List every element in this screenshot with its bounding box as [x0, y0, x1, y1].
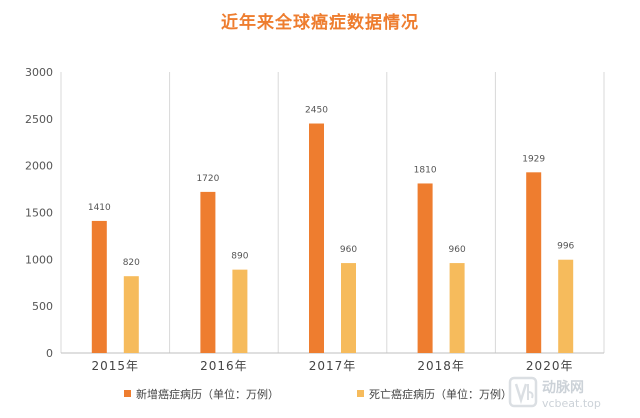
data-label: 960 [340, 245, 357, 255]
legend-label: 死亡癌症病历（单位：万例） [369, 387, 512, 401]
data-label: 820 [123, 258, 140, 268]
x-axis: 2015年 2016年 2017年 2018年 2020年 [61, 352, 604, 373]
y-axis: 0 500 1000 1500 2000 2500 3000 [25, 66, 53, 360]
watermark-url: vcbeat.top [542, 397, 601, 410]
data-label: 996 [557, 242, 574, 252]
bar-deaths [341, 263, 356, 353]
bar-new-cases [309, 123, 324, 354]
bar-new-cases [200, 191, 216, 353]
data-label: 1410 [88, 203, 111, 213]
data-label: 890 [231, 252, 248, 262]
legend-swatch [357, 390, 364, 397]
vb-logo-icon [508, 376, 538, 408]
y-tick-label: 2000 [25, 160, 53, 173]
legend: 新增癌症病历（单位：万例） 死亡癌症病历（单位：万例） [124, 387, 512, 401]
bar-new-cases [526, 172, 542, 353]
bar-deaths [123, 276, 139, 353]
x-tick-label: 2020年 [526, 359, 574, 373]
watermark-logo: 动脉网 vcbeat.top [508, 376, 601, 410]
data-labels: 1410 1720 2450 1810 1929 820 890 960 960 996 [88, 106, 575, 269]
y-tick-label: 1000 [25, 253, 53, 266]
data-label: 960 [449, 245, 466, 255]
x-tick-label: 2016年 [200, 359, 248, 373]
bar-deaths [232, 269, 248, 353]
y-tick-label: 500 [32, 300, 53, 313]
y-tick-label: 2500 [25, 113, 53, 126]
y-tick-label: 1500 [25, 207, 53, 220]
legend-label: 新增癌症病历（单位：万例） [136, 387, 279, 401]
data-label: 1810 [414, 165, 437, 175]
x-tick-label: 2015年 [92, 359, 140, 373]
chart-title: 近年来全球癌症数据情况 [221, 13, 419, 33]
bar-deaths [558, 259, 574, 353]
y-tick-label: 3000 [25, 66, 53, 79]
legend-swatch [124, 390, 131, 397]
grid-lines [60, 72, 605, 353]
bar-new-cases [91, 220, 107, 353]
data-label: 1720 [196, 174, 219, 184]
y-tick-label: 0 [46, 347, 53, 360]
bars [91, 123, 574, 354]
data-label: 1929 [522, 154, 545, 164]
bar-new-cases [417, 183, 433, 353]
x-tick-label: 2017年 [309, 359, 357, 373]
x-tick-label: 2018年 [417, 359, 465, 373]
data-label: 2450 [305, 106, 328, 116]
bar-deaths [449, 263, 465, 353]
watermark-brand: 动脉网 [542, 379, 584, 396]
